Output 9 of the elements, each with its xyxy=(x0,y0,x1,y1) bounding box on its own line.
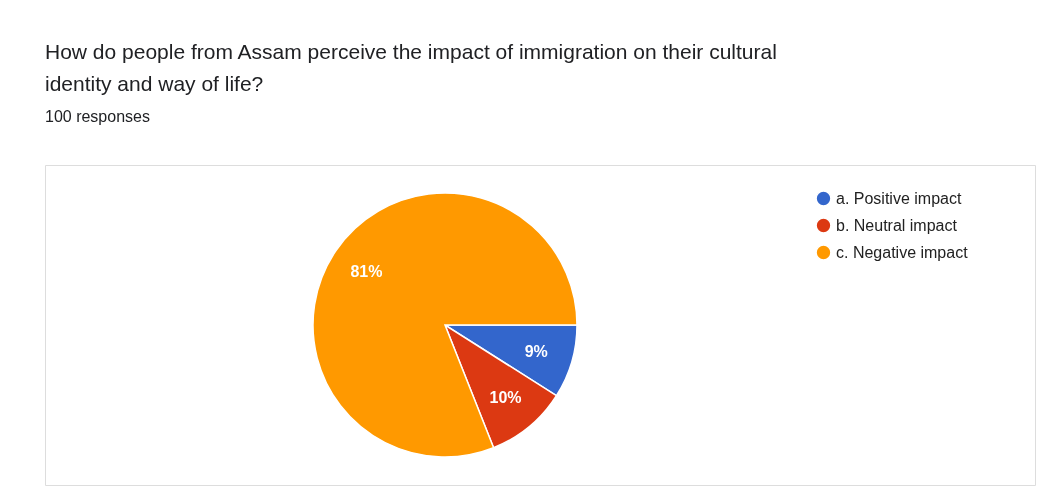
data-label: 10% xyxy=(489,389,522,407)
text: 100 responses xyxy=(45,108,150,125)
data-label: 81% xyxy=(350,262,383,280)
legend-label: c. Negative impact xyxy=(836,243,969,261)
pie-slice xyxy=(312,192,578,458)
legend-label: b. Neutral impact xyxy=(836,216,958,234)
legend-label: a. Positive impact xyxy=(836,189,962,207)
data-label: 9% xyxy=(524,342,548,360)
chart-title: How do people from Assam perceive the impact of immigration on their cultural identity and way of life? xyxy=(45,40,777,95)
